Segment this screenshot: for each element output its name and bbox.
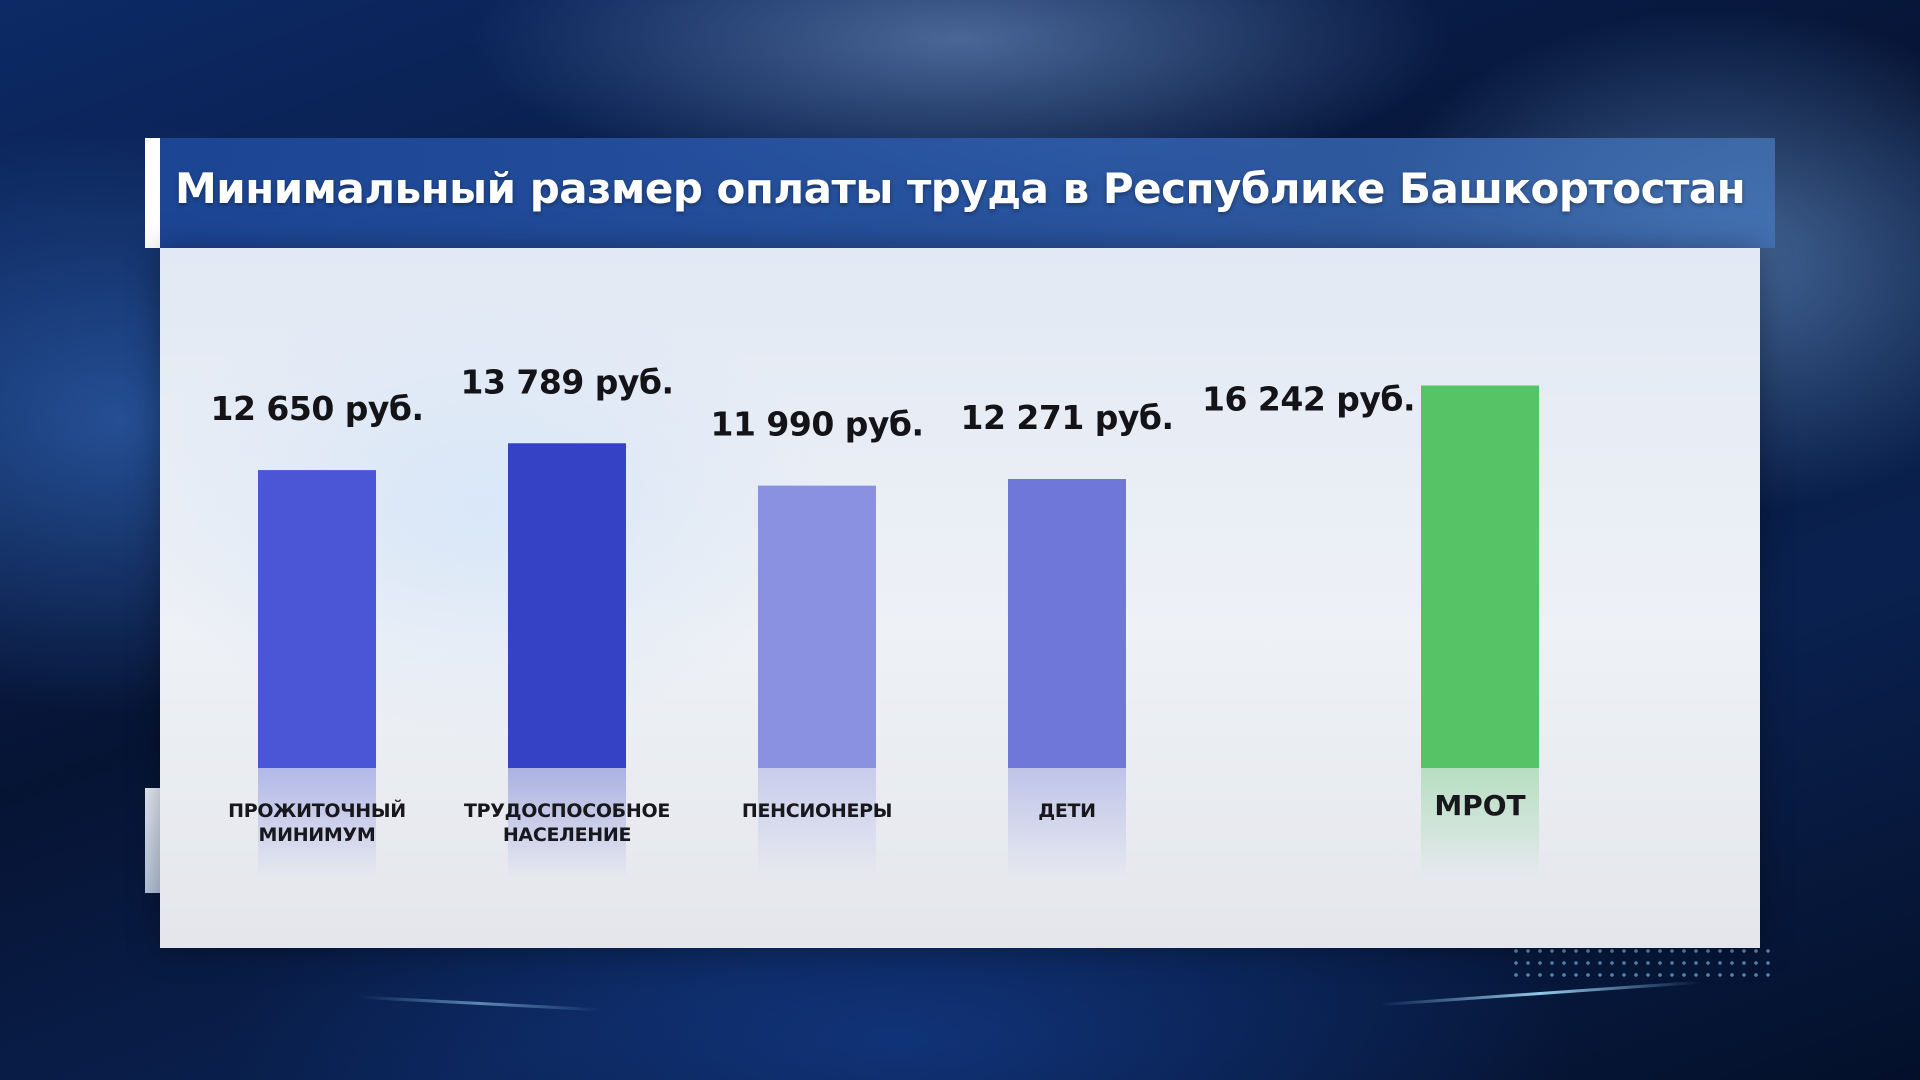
value-label: 16 242 руб. [1202,380,1415,419]
bar [1008,479,1126,768]
category-label: ДЕТИ [1038,800,1096,822]
bar [508,443,626,768]
value-label: 12 650 руб. [211,389,424,428]
bar [758,485,876,768]
background-dot-grid [1510,945,1770,985]
value-label: 12 271 руб. [961,398,1174,437]
bar-reflection [1421,768,1539,878]
value-label: 13 789 руб. [461,362,674,401]
category-label: ПЕНСИОНЕРЫ [742,800,892,822]
category-label: ПРОЖИТОЧНЫЙ МИНИМУМ [228,799,406,846]
bar-chart: 12 650 руб. ПРОЖИТОЧНЫЙ МИНИМУМ 13 789 руб.… [211,362,1539,878]
bar-reflection [1008,768,1126,878]
chart-panel: 12 650 руб. ПРОЖИТОЧНЫЙ МИНИМУМ 13 789 руб.… [160,248,1760,948]
side-accent-stripe [145,788,160,893]
bar-reflection [258,768,376,878]
chart-title: Минимальный размер оплаты труда в Респуб… [175,164,1746,213]
title-accent-stripe [145,138,160,248]
category-label: ТРУДОСПОСОБНОЕ НАСЕЛЕНИЕ [464,800,670,846]
bar-reflection [508,768,626,878]
bar [258,470,376,768]
title-bar [145,138,1775,248]
bar-reflection [758,768,876,878]
bar [1421,385,1539,768]
category-label: МРОТ [1434,789,1525,822]
value-label: 11 990 руб. [711,405,924,444]
